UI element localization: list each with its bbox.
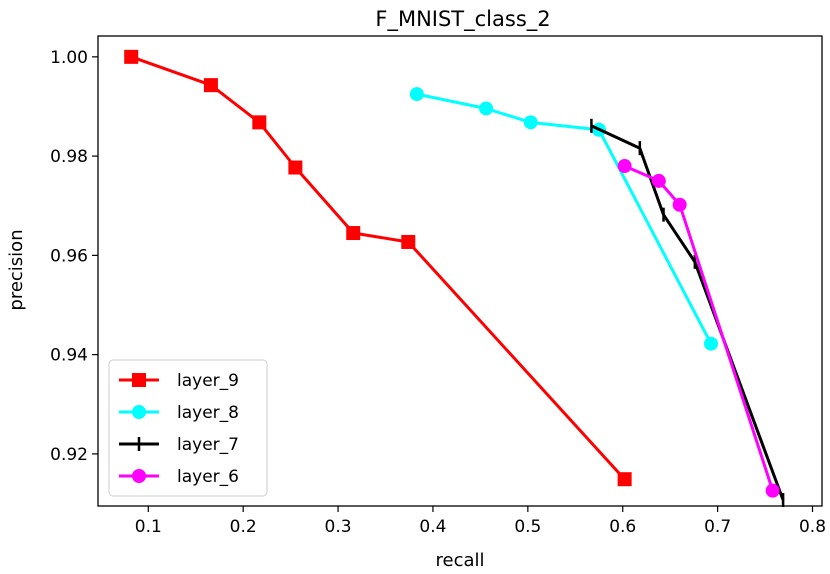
x-tick-label: 0.5 xyxy=(514,517,541,537)
data-point-layer_9 xyxy=(288,160,303,175)
x-tick-label: 0.3 xyxy=(325,517,352,537)
legend-label: layer_9 xyxy=(177,371,239,391)
x-tick-label: 0.6 xyxy=(609,517,636,537)
x-tick-label: 0.1 xyxy=(135,517,162,537)
x-axis-ticks: 0.1 0.2 0.3 0.4 0.5 0.6 0.7 0.8 xyxy=(135,506,826,537)
legend-marker-layer_9 xyxy=(132,373,146,387)
data-point-layer_9 xyxy=(203,78,218,93)
legend-label: layer_7 xyxy=(177,435,239,455)
legend-item-layer_9: layer_9 xyxy=(119,371,239,391)
data-point-layer_9 xyxy=(252,115,267,130)
legend-item-layer_7: layer_7 xyxy=(119,435,239,455)
data-point-layer_8 xyxy=(523,115,538,130)
x-axis-label: recall xyxy=(435,550,484,571)
legend-item-layer_6: layer_6 xyxy=(119,467,239,487)
data-point-layer_9 xyxy=(346,226,361,241)
y-tick-label: 1.00 xyxy=(50,48,88,68)
legend-marker-layer_8 xyxy=(132,405,146,419)
legend-box xyxy=(108,359,268,497)
series-layer_9 xyxy=(124,49,632,487)
legend-marker-layer_6 xyxy=(132,469,146,483)
data-point-layer_8 xyxy=(479,101,494,116)
data-point-layer_8 xyxy=(703,336,718,351)
y-axis-ticks: 0.92 0.94 0.96 0.98 1.00 xyxy=(50,48,98,465)
series-layer xyxy=(124,49,785,508)
legend-item-layer_8: layer_8 xyxy=(119,403,239,423)
data-point-layer_6 xyxy=(651,173,666,188)
x-tick-label: 0.8 xyxy=(799,517,826,537)
data-point-layer_6 xyxy=(617,159,632,174)
y-tick-label: 0.94 xyxy=(50,346,88,366)
chart-title: F_MNIST_class_2 xyxy=(375,7,550,32)
x-tick-label: 0.7 xyxy=(704,517,731,537)
data-point-layer_9 xyxy=(617,472,632,487)
legend-label: layer_6 xyxy=(177,467,239,487)
x-tick-label: 0.2 xyxy=(230,517,257,537)
data-point-layer_6 xyxy=(672,197,687,212)
y-tick-label: 0.98 xyxy=(50,147,88,167)
y-axis-label: precision xyxy=(6,229,27,310)
y-tick-label: 0.96 xyxy=(50,246,88,266)
data-point-layer_9 xyxy=(401,234,416,249)
data-point-layer_9 xyxy=(124,49,139,64)
legend: layer_9 layer_8 layer_7 layer_6 xyxy=(108,359,268,497)
series-layer_6 xyxy=(617,159,780,498)
series-line-layer_6 xyxy=(624,164,775,492)
data-point-layer_8 xyxy=(409,87,424,102)
legend-label: layer_8 xyxy=(177,403,239,423)
y-tick-label: 0.92 xyxy=(50,445,88,465)
x-tick-label: 0.4 xyxy=(419,517,446,537)
data-point-layer_6 xyxy=(765,483,780,498)
